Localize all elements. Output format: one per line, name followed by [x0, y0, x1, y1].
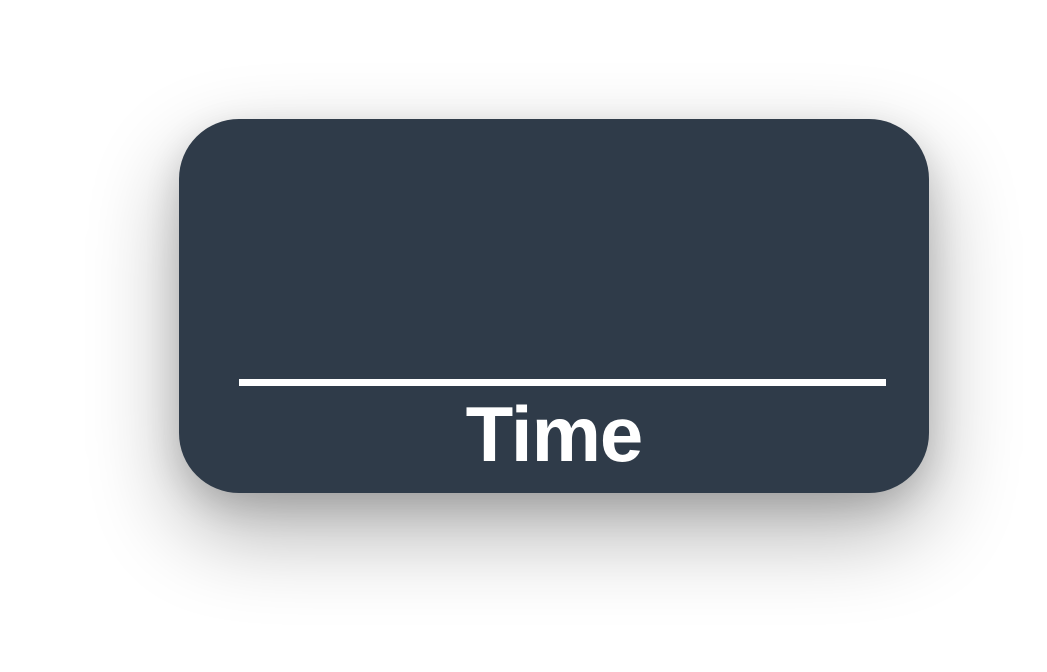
time-label: Time	[465, 390, 644, 478]
divider-line	[239, 379, 886, 386]
time-card[interactable]: Time	[179, 119, 929, 493]
